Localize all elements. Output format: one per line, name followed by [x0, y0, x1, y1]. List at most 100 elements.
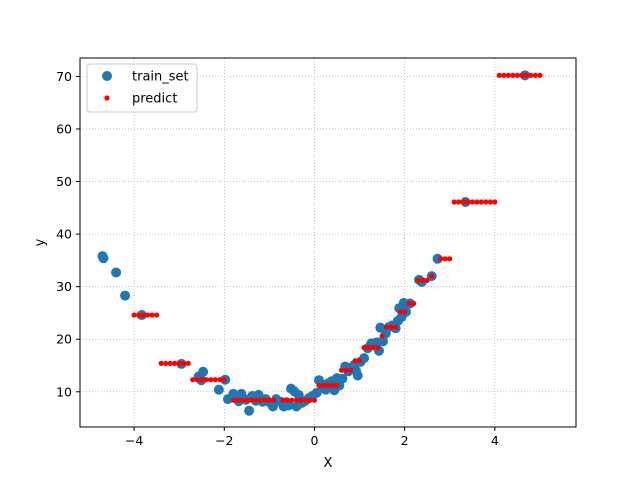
predict-point — [424, 277, 430, 283]
predict-point — [474, 199, 480, 205]
train-set-point — [378, 336, 389, 347]
predict-point — [532, 72, 539, 78]
predict-point — [456, 199, 462, 205]
predict-point — [190, 377, 196, 383]
predict-point — [149, 312, 155, 318]
predict-point — [510, 72, 516, 78]
predict-point — [257, 397, 263, 403]
predict-point — [492, 199, 498, 205]
predict-point — [158, 360, 164, 366]
legend: train_set predict — [86, 63, 198, 113]
predict-point — [217, 377, 223, 383]
y-axis-label: y — [33, 238, 48, 246]
predict-point — [487, 199, 493, 205]
x-tick-label: 4 — [491, 433, 499, 448]
predict-point — [429, 273, 435, 279]
predict-point — [302, 397, 309, 403]
predict-point — [271, 397, 277, 403]
predict-point — [478, 199, 484, 205]
predict-point — [289, 397, 295, 403]
legend-train-set-marker — [102, 71, 112, 81]
train-set-point — [337, 373, 348, 384]
predict-point — [185, 360, 191, 366]
y-tick-label: 60 — [56, 121, 72, 136]
predict-point — [447, 256, 453, 262]
predict-point — [438, 256, 444, 262]
train-set-point — [213, 384, 224, 395]
predict-point — [347, 367, 354, 373]
predict-point — [172, 360, 178, 366]
predict-point — [352, 358, 358, 364]
predict-point — [253, 397, 259, 403]
axis-ticks: −4 −2 0 2 4 10 20 30 40 50 60 70 — [56, 69, 499, 448]
x-axis-label: X — [324, 456, 333, 471]
legend-box — [86, 63, 198, 113]
predict-point — [320, 382, 327, 389]
predict-point — [212, 377, 218, 383]
predict-point — [181, 360, 187, 366]
x-tick-label: 2 — [401, 433, 409, 448]
predict-point — [136, 312, 142, 318]
predict-point — [293, 397, 300, 403]
predict-point — [194, 377, 200, 383]
predict-point — [501, 72, 507, 78]
predict-point — [266, 397, 272, 403]
predict-point — [442, 256, 448, 262]
predict-point — [361, 345, 367, 351]
predict-point — [415, 277, 421, 283]
predict-point — [307, 397, 313, 403]
predict-point — [239, 397, 245, 403]
y-tick-label: 10 — [56, 384, 72, 399]
predict-point — [375, 345, 381, 351]
predict-point — [537, 72, 543, 78]
predict-point — [356, 358, 363, 364]
predict-point — [140, 312, 146, 318]
predict-point — [280, 397, 286, 403]
predict-point — [199, 377, 205, 383]
predict-point — [483, 199, 489, 205]
predict-point — [393, 324, 399, 330]
predict-point — [496, 72, 502, 78]
predict-point — [365, 345, 372, 351]
predict-point — [208, 377, 214, 383]
predict-point — [221, 377, 227, 383]
predict-point — [334, 382, 340, 389]
plot-frame — [79, 57, 577, 428]
predict-point — [384, 324, 390, 330]
predict-point — [411, 300, 417, 307]
predict-point — [262, 397, 268, 403]
predict-point — [402, 309, 408, 315]
y-tick-label: 70 — [56, 69, 72, 84]
predict-point — [338, 367, 345, 373]
predict-point — [230, 397, 236, 403]
x-tick-label: −2 — [215, 433, 233, 448]
predict-point — [311, 397, 318, 403]
predict-point — [469, 199, 475, 205]
train-set-point — [311, 387, 322, 398]
predict-point — [163, 360, 169, 366]
train-set-point — [120, 290, 131, 301]
train-set-point — [283, 400, 294, 411]
predict-point — [465, 199, 471, 205]
predict-point — [514, 72, 520, 78]
train-set-point — [228, 388, 239, 399]
predict-point — [145, 312, 151, 318]
predict-point — [316, 382, 322, 389]
predict-point — [420, 277, 426, 283]
x-tick-label: 0 — [310, 433, 318, 448]
predict-point — [460, 199, 466, 205]
predict-point — [519, 72, 525, 78]
y-tick-label: 30 — [56, 279, 72, 294]
predict-series — [131, 72, 543, 403]
y-tick-label: 50 — [56, 174, 72, 189]
train-set-point — [293, 389, 304, 400]
predict-point — [298, 397, 304, 403]
predict-point — [284, 397, 291, 403]
predict-point — [343, 367, 349, 373]
train-set-point — [352, 370, 363, 381]
predict-point — [523, 72, 530, 78]
predict-point — [329, 382, 336, 389]
predict-point — [388, 324, 394, 330]
predict-point — [167, 360, 173, 366]
